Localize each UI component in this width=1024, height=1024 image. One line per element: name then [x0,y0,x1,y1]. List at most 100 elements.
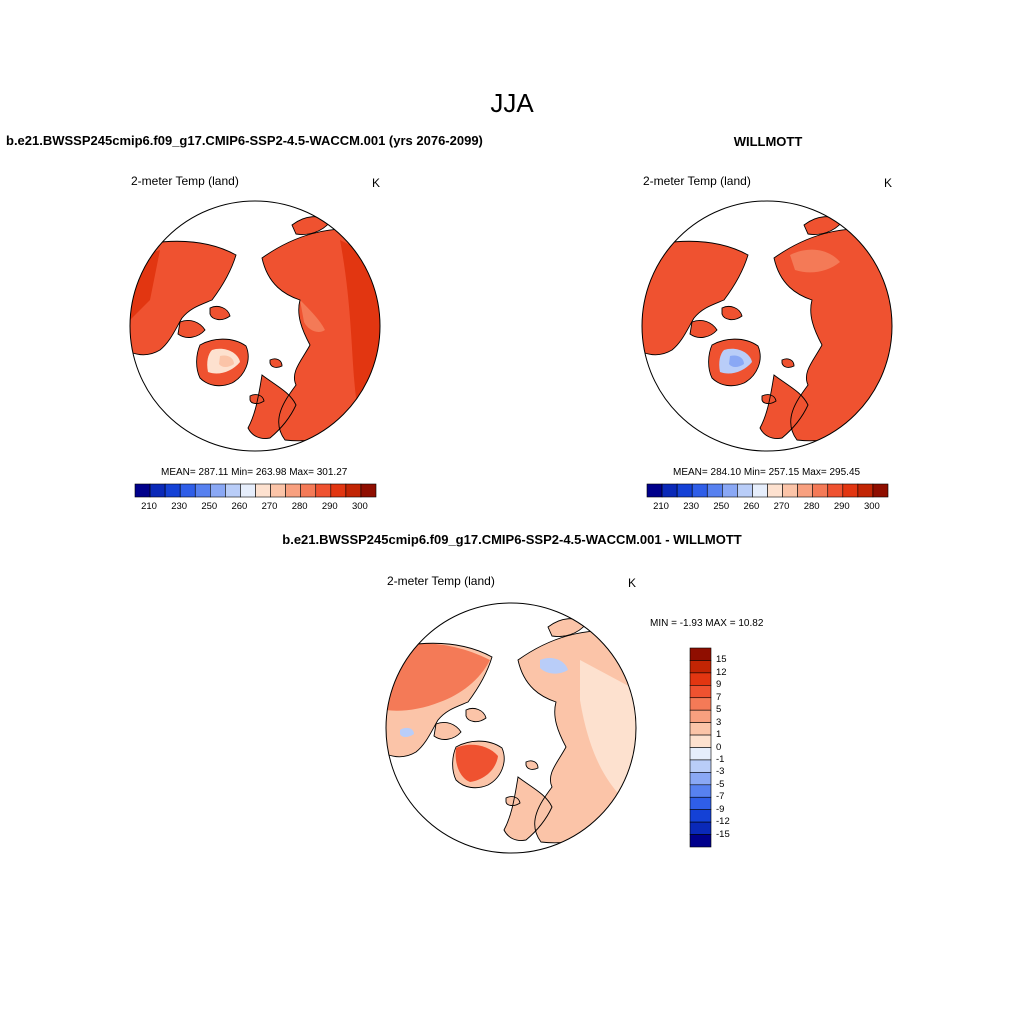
diff-colorbar-box [689,709,712,723]
model-colorbar-box [345,483,362,498]
model-units-label: K [372,176,381,190]
model-colorbar-box [134,483,151,498]
obs-colorbar-box [676,483,693,498]
obs-colorbar-box [827,483,844,498]
diff-map [385,602,637,854]
model-colorbar-box [330,483,347,498]
diff-colorbar-box [689,660,712,674]
diff-colorbar-box [689,834,712,848]
model-colorbar-box [300,483,317,498]
obs-colorbar-box [842,483,859,498]
diff-colorbar-tick-label: 12 [716,666,727,678]
diff-colorbar-box [689,772,712,786]
diff-colorbar-tick-label: 1 [716,729,722,741]
obs-colorbar-box [752,483,768,498]
obs-colorbar-tick-label: 230 [683,501,700,512]
diff-colorbar-tick-label: -3 [716,766,725,778]
obs-colorbar-box [782,483,798,498]
diff-colorbar-tick-label: -12 [716,816,730,828]
diff-colorbar-box [689,722,712,736]
model-colorbar-box [270,483,286,498]
obs-colorbar-tick-label: 290 [833,501,850,512]
diff-units-label: K [628,576,637,590]
model-cool-patch [300,300,325,333]
diff-colorbar-tick-label: -15 [716,828,730,840]
diff-variable-label: 2-meter Temp (land) [387,574,495,588]
obs-colorbar-tick-label: 270 [773,501,790,512]
diff-cold-patch [540,658,568,674]
diff-colorbar-box [689,759,712,773]
obs-variable-label: 2-meter Temp (land) [643,174,751,188]
model-colorbar [134,483,377,498]
diff-colorbar-box [689,672,712,686]
diff-colorbar-tick-label: 3 [716,716,722,728]
obs-panel-title: WILLMOTT [733,134,803,149]
model-colorbar-box [194,483,211,498]
model-colorbar-box [360,483,377,498]
model-colorbar-tick-label: 260 [231,501,248,512]
diff-colorbar-box [689,697,712,711]
diff-cold-patch-west [400,727,414,737]
diff-warm-patch-canada [386,643,490,711]
diff-colorbar-tick-label: 15 [716,654,727,666]
model-map-outline [129,200,381,452]
obs-colorbar-box [691,483,708,498]
diff-colorbar-tick-label: -9 [716,803,725,815]
diff-mild-patch [580,660,636,810]
model-colorbar-tick-label: 270 [261,501,278,512]
obs-colorbar-tick-label: 260 [743,501,760,512]
obs-greenland-core [729,355,744,367]
obs-units-label: K [884,176,893,190]
obs-colorbar-box [812,483,829,498]
obs-colorbar-box [767,483,783,498]
model-colorbar-box [210,483,226,498]
model-greenland-core [219,355,234,367]
diff-colorbar-box [689,809,712,823]
diff-colorbar-tick-label: 5 [716,704,722,716]
model-variable-label: 2-meter Temp (land) [131,174,239,188]
obs-map-outline [641,200,893,452]
diff-colorbar [689,647,712,848]
diff-colorbar-tick-label: -1 [716,753,725,765]
obs-colorbar-tick-label: 250 [713,501,730,512]
obs-warm-patch [852,240,892,420]
obs-colorbar-box [722,483,738,498]
model-colorbar-box [225,483,241,498]
model-colorbar-box [179,483,196,498]
model-colorbar-box [164,483,181,498]
model-colorbar-box [255,483,271,498]
diff-colorbar-box [689,796,712,810]
model-colorbar-tick-label: 230 [171,501,188,512]
diff-colorbar-box [689,784,712,798]
obs-colorbar-box [737,483,753,498]
model-colorbar-tick-label: 210 [141,501,157,512]
obs-map [641,200,893,452]
diff-warm-patch-greenland [455,744,498,782]
obs-colorbar-tick-label: 300 [863,501,880,512]
obs-colorbar-box [661,483,678,498]
diff-panel-title: b.e21.BWSSP245cmip6.f09_g17.CMIP6-SSP2-4… [282,532,742,547]
obs-colorbar-box [706,483,723,498]
diff-colorbar-box [689,685,712,699]
obs-colorbar-box [646,483,663,498]
diff-map-outline [385,602,637,854]
diff-colorbar-tick-label: -5 [716,778,725,790]
diff-colorbar-tick-label: 0 [716,741,722,753]
model-warm-patch [340,240,380,420]
model-colorbar-box [285,483,301,498]
main-title: JJA [490,88,534,118]
model-colorbar-tick-label: 290 [321,501,338,512]
obs-colorbar-box [872,483,889,498]
obs-colorbar [646,483,889,498]
model-colorbar-box [149,483,166,498]
model-colorbar-box [315,483,332,498]
diff-colorbar-box [689,821,712,835]
model-colorbar-box [240,483,256,498]
obs-colorbar-tick-label: 210 [653,501,669,512]
model-map [129,200,381,452]
obs-cool-patch [790,249,840,273]
diff-stats: MIN = -1.93 MAX = 10.82 [650,618,764,629]
model-panel-title: b.e21.BWSSP245cmip6.f09_g17.CMIP6-SSP2-4… [6,133,483,148]
obs-colorbar-tick-label: 280 [803,501,820,512]
